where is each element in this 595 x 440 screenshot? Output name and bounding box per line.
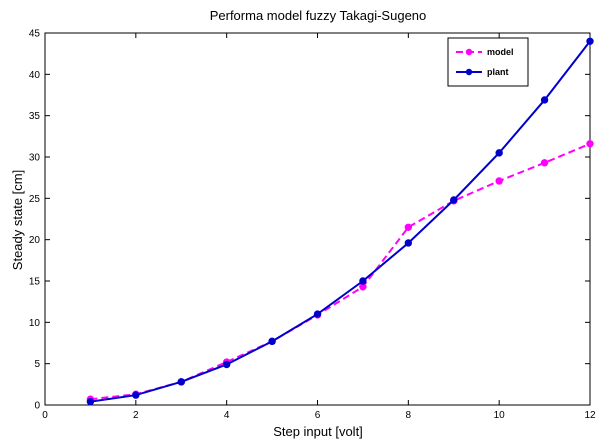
legend-label-plant: plant — [487, 67, 509, 77]
y-tick-label: 10 — [29, 318, 41, 329]
data-point-model — [404, 223, 413, 231]
x-tick-label: 10 — [494, 410, 506, 421]
y-tick-label: 0 — [34, 401, 40, 412]
data-point-plant — [268, 337, 276, 346]
x-tick-label: 6 — [315, 410, 321, 421]
x-tick-label: 0 — [42, 410, 48, 421]
data-point-plant — [586, 37, 594, 45]
data-point-plant — [313, 310, 322, 318]
data-point-model — [495, 177, 503, 185]
chart-title: Performa model fuzzy Takagi-Sugeno — [210, 8, 427, 23]
data-point-plant — [86, 397, 95, 406]
legend: model plant — [447, 37, 529, 87]
y-tick-label: 45 — [29, 29, 41, 40]
data-point-plant — [222, 360, 231, 369]
data-point-plant — [132, 391, 140, 399]
legend-marker-plant — [465, 68, 473, 76]
y-tick-label: 40 — [29, 70, 41, 81]
data-point-plant — [177, 378, 185, 386]
x-tick-label: 2 — [133, 410, 139, 421]
y-tick-label: 35 — [29, 111, 41, 122]
y-tick-label: 20 — [29, 235, 41, 246]
y-tick-label: 25 — [29, 194, 41, 205]
data-point-plant — [450, 196, 458, 204]
y-tick-label: 15 — [29, 277, 41, 288]
data-point-model — [586, 140, 594, 148]
legend-marker-model — [465, 48, 473, 56]
data-point-plant — [495, 149, 503, 157]
y-tick-label: 30 — [29, 153, 41, 164]
plot-area: 0 2 4 6 8 10 12 0 5 10 15 20 25 30 35 40 45 — [29, 29, 595, 422]
data-point-plant — [404, 239, 413, 247]
y-axis-title: Steady state [cm] — [10, 170, 25, 270]
x-tick-label: 4 — [224, 410, 230, 421]
data-point-model — [540, 159, 549, 167]
x-tick-label: 8 — [406, 410, 412, 421]
y-tick-label: 5 — [34, 359, 40, 370]
x-axis-title: Step input [volt] — [273, 424, 363, 439]
x-tick-label: 12 — [584, 410, 595, 421]
data-point-plant — [359, 277, 367, 285]
legend-label-model: model — [487, 47, 514, 57]
legend-box — [447, 37, 529, 87]
data-point-plant — [540, 96, 549, 104]
series-line-plant — [90, 40, 591, 403]
